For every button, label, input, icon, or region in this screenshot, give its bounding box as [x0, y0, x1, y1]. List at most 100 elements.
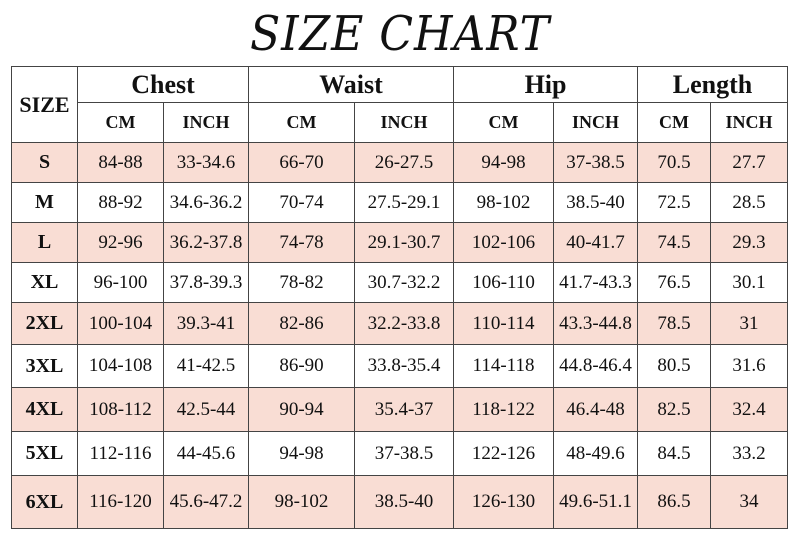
value-cell: 37-38.5	[553, 142, 639, 183]
value-cell: 33.8-35.4	[353, 344, 455, 388]
size-cell: L	[11, 222, 78, 263]
value-cell: 84.5	[637, 431, 712, 476]
unit-header: INCH	[353, 102, 455, 143]
value-cell: 74.5	[637, 222, 712, 263]
value-cell: 78.5	[637, 302, 712, 345]
value-cell: 37-38.5	[353, 431, 455, 476]
value-cell: 92-96	[77, 222, 164, 263]
value-cell: 28.5	[710, 182, 789, 223]
value-cell: 116-120	[77, 475, 164, 529]
value-cell: 29.3	[710, 222, 789, 263]
value-cell: 36.2-37.8	[163, 222, 249, 263]
value-cell: 70.5	[637, 142, 712, 183]
value-cell: 108-112	[77, 387, 164, 432]
value-cell: 76.5	[637, 262, 712, 303]
value-cell: 41.7-43.3	[553, 262, 639, 303]
unit-header: CM	[637, 102, 712, 143]
size-cell: S	[11, 142, 78, 183]
value-cell: 30.7-32.2	[353, 262, 455, 303]
value-cell: 86.5	[637, 475, 712, 529]
value-cell: 27.5-29.1	[353, 182, 455, 223]
value-cell: 102-106	[453, 222, 555, 263]
value-cell: 86-90	[248, 344, 355, 388]
value-cell: 38.5-40	[553, 182, 639, 223]
value-cell: 98-102	[248, 475, 355, 529]
data-row: 5XL 112-116 44-45.6 94-98 37-38.5 122-126 48-4…	[11, 431, 789, 476]
value-cell: 94-98	[248, 431, 355, 476]
header-row: SIZE Chest Waist Hip Length	[11, 66, 789, 143]
value-cell: 43.3-44.8	[553, 302, 639, 345]
value-cell: 33.2	[710, 431, 789, 476]
value-cell: 30.1	[710, 262, 789, 303]
size-cell: 4XL	[11, 387, 78, 432]
data-row: S 84-88 33-34.6 66-70 26-27.5 94-98 37-38.5 70.…	[11, 142, 789, 183]
group-header: Waist	[247, 66, 455, 103]
value-cell: 74-78	[248, 222, 355, 263]
value-cell: 84-88	[77, 142, 164, 183]
data-row: M 88-92 34.6-36.2 70-74 27.5-29.1 98-102 38.5-…	[11, 182, 789, 223]
size-cell: 3XL	[11, 344, 78, 388]
unit-header: INCH	[710, 102, 789, 143]
value-cell: 49.6-51.1	[553, 475, 639, 529]
value-cell: 38.5-40	[353, 475, 455, 529]
group-header: Hip	[453, 66, 639, 103]
value-cell: 29.1-30.7	[353, 222, 455, 263]
value-cell: 46.4-48	[553, 387, 639, 432]
title: SIZE CHART	[250, 6, 550, 62]
value-cell: 106-110	[453, 262, 555, 303]
value-cell: 72.5	[637, 182, 712, 223]
value-cell: 48-49.6	[553, 431, 639, 476]
value-cell: 112-116	[77, 431, 164, 476]
size-cell: M	[11, 182, 78, 223]
value-cell: 26-27.5	[353, 142, 455, 183]
value-cell: 66-70	[248, 142, 355, 183]
data-row: XL 96-100 37.8-39.3 78-82 30.7-32.2 106-110 41…	[11, 262, 789, 303]
value-cell: 44-45.6	[163, 431, 249, 476]
value-cell: 118-122	[453, 387, 555, 432]
value-cell: 32.2-33.8	[353, 302, 455, 345]
value-cell: 114-118	[453, 344, 555, 388]
value-cell: 31	[710, 302, 789, 345]
value-cell: 96-100	[77, 262, 164, 303]
value-cell: 34	[710, 475, 789, 529]
value-cell: 100-104	[77, 302, 164, 345]
size-cell: 2XL	[11, 302, 78, 345]
size-header: SIZE	[11, 66, 78, 143]
size-cell: 6XL	[11, 475, 78, 529]
value-cell: 32.4	[710, 387, 789, 432]
value-cell: 42.5-44	[163, 387, 249, 432]
unit-row: CM INCH CM INCH CM INCH CM INCH	[12, 102, 789, 143]
unit-header: INCH	[553, 102, 639, 143]
data-row: 6XL 116-120 45.6-47.2 98-102 38.5-40 126-130 4…	[11, 475, 789, 529]
unit-header: CM	[77, 102, 164, 143]
unit-header: INCH	[163, 102, 249, 143]
group-header: Chest	[77, 66, 249, 103]
value-cell: 37.8-39.3	[163, 262, 249, 303]
value-cell: 82-86	[248, 302, 355, 345]
value-cell: 78-82	[248, 262, 355, 303]
unit-header: CM	[453, 102, 555, 143]
value-cell: 70-74	[248, 182, 355, 223]
unit-header: CM	[248, 102, 355, 143]
value-cell: 35.4-37	[353, 387, 455, 432]
value-cell: 98-102	[453, 182, 555, 223]
value-cell: 40-41.7	[553, 222, 639, 263]
value-cell: 45.6-47.2	[163, 475, 249, 529]
value-cell: 88-92	[77, 182, 164, 223]
value-cell: 94-98	[453, 142, 555, 183]
value-cell: 122-126	[453, 431, 555, 476]
value-cell: 90-94	[248, 387, 355, 432]
value-cell: 126-130	[453, 475, 555, 529]
data-row: L 92-96 36.2-37.8 74-78 29.1-30.7 102-106 40-4…	[11, 222, 789, 263]
data-row: 4XL 108-112 42.5-44 90-94 35.4-37 118-122 46.4…	[11, 387, 789, 432]
size-table: SIZE Chest Waist Hip Length CM INCH CM INCH CM INC…	[11, 66, 789, 529]
data-row: 3XL 104-108 41-42.5 86-90 33.8-35.4 114-118 44…	[11, 344, 789, 388]
size-cell: XL	[11, 262, 78, 303]
value-cell: 82.5	[637, 387, 712, 432]
value-cell: 39.3-41	[163, 302, 249, 345]
size-cell: 5XL	[11, 431, 78, 476]
value-cell: 80.5	[637, 344, 712, 388]
data-row: 2XL 100-104 39.3-41 82-86 32.2-33.8 110-114 43…	[11, 302, 789, 345]
value-cell: 44.8-46.4	[553, 344, 639, 388]
